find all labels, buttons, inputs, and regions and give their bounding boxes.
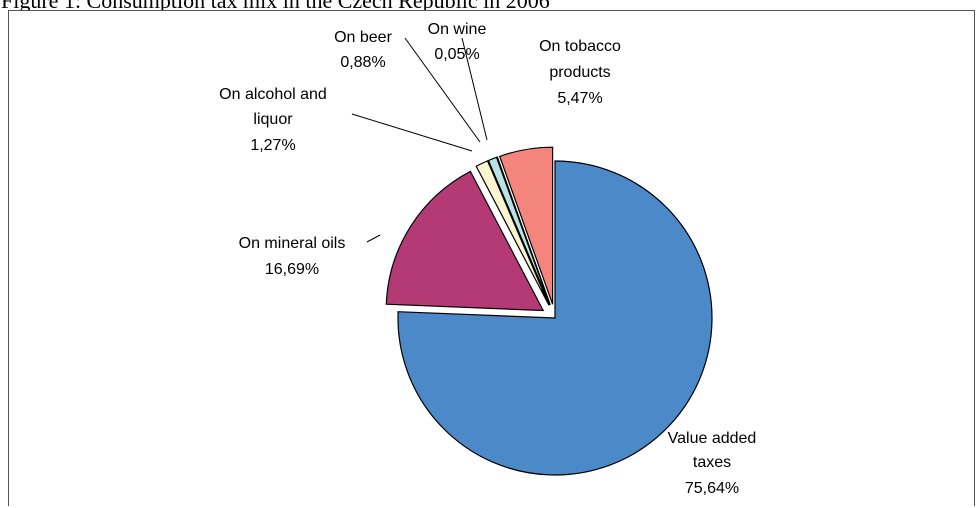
label-wine-name: On wine bbox=[428, 21, 487, 38]
pie-slices bbox=[385, 146, 713, 476]
slice-alcohol-liquor bbox=[475, 160, 550, 306]
label-wine-value: 0,05% bbox=[434, 46, 479, 63]
label-alcohol-value: 1,27% bbox=[250, 137, 295, 154]
label-wine: On wine 0,05% bbox=[428, 21, 487, 63]
leader-lines bbox=[351, 37, 488, 243]
label-vat-value: 75,64% bbox=[685, 480, 739, 497]
label-vat-line1: Value added bbox=[668, 430, 757, 447]
label-tobacco-line2: products bbox=[549, 64, 610, 81]
label-alcohol: On alcohol and liquor 1,27% bbox=[219, 86, 327, 154]
label-tobacco-line1: On tobacco bbox=[539, 38, 621, 55]
label-beer: On beer 0,88% bbox=[334, 29, 392, 71]
label-tobacco: On tobacco products 5,47% bbox=[539, 38, 621, 107]
label-mineral-oils: On mineral oils 16,69% bbox=[239, 235, 346, 278]
label-beer-name: On beer bbox=[334, 29, 392, 46]
label-tobacco-value: 5,47% bbox=[557, 90, 602, 107]
figure-title: Figure 1: Consumption tax mix in the Cze… bbox=[1, 0, 550, 13]
leader-line-wine bbox=[461, 37, 488, 141]
label-value-added-taxes: Value added taxes 75,64% bbox=[668, 430, 757, 497]
leader-line-alcohol bbox=[351, 113, 473, 152]
slice-wine bbox=[496, 156, 551, 306]
label-alcohol-line1: On alcohol and bbox=[219, 86, 327, 103]
leader-line-beer bbox=[404, 37, 481, 143]
slice-tobacco bbox=[498, 146, 554, 305]
label-alcohol-line2: liquor bbox=[253, 111, 293, 128]
label-vat-line2: taxes bbox=[693, 454, 731, 471]
label-mineral-oils-name: On mineral oils bbox=[239, 235, 346, 252]
leader-line-mineral-oils bbox=[366, 234, 381, 243]
label-beer-value: 0,88% bbox=[340, 54, 385, 71]
slice-mineral-oils bbox=[385, 170, 545, 312]
slice-value-added-taxes bbox=[397, 160, 713, 476]
label-mineral-oils-value: 16,69% bbox=[265, 261, 319, 278]
